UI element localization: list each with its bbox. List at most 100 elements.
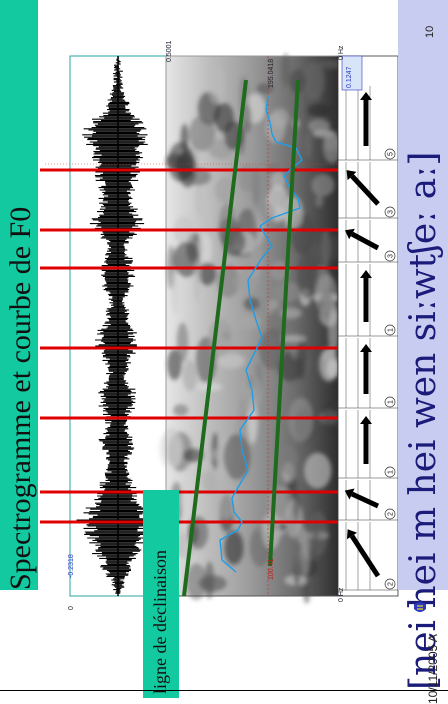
declination-line-bottom (268, 79, 300, 567)
spectro-blob (270, 108, 290, 129)
spectro-blob (297, 251, 319, 300)
spectro-blob (199, 468, 226, 490)
slide-title: Spectrogramme et courbe de F0 (4, 206, 37, 590)
tone-arrow-head (360, 270, 372, 278)
spectro-blob (328, 234, 340, 262)
spectro-blob (293, 478, 301, 524)
spectro-blob (294, 552, 307, 575)
spectro-blob (270, 171, 286, 191)
spectro-blob (173, 404, 189, 417)
declination-line-top (182, 79, 248, 597)
spectro-blob (182, 359, 197, 392)
spectro-zero-top-label: 0 Hz (338, 45, 345, 60)
slide-date: 10/11/2005 A (426, 634, 440, 704)
waveform-max-label: 0.5001 (166, 40, 173, 62)
spectro-top-label: 195.0418 (268, 58, 275, 88)
spectro-blob (224, 530, 244, 565)
tone-arrow-head (344, 488, 355, 500)
waveform-min-label: -0.2318 (68, 554, 75, 578)
spectro-blob (270, 260, 289, 281)
tone-arrow (350, 231, 380, 251)
spectro-blob (208, 65, 226, 104)
syllable-boundaries (40, 168, 338, 524)
spectro-blob (315, 194, 324, 208)
tone-arrow (349, 534, 381, 578)
tone-arrow-head (360, 92, 372, 100)
spectro-blob (185, 563, 207, 600)
tone-digit-circle (384, 324, 396, 336)
spectro-blob (322, 130, 342, 164)
waveform-zero-label: 0 (68, 606, 75, 610)
spectro-blob (203, 199, 212, 231)
spectro-blob (256, 83, 273, 94)
spectro-zero-bottom-label: 0 Hz (338, 587, 345, 602)
tone-digit-circle (384, 148, 396, 160)
spectro-blob (204, 561, 215, 599)
spectro-blob (279, 445, 298, 475)
spectro-blob (168, 142, 194, 182)
spectro-blob (232, 274, 259, 290)
tone-digit: 1 (388, 470, 395, 474)
spectro-blob (223, 434, 251, 480)
spectro-blob (158, 429, 183, 470)
tone-digit-circle (384, 578, 396, 590)
tone-digit: 3 (388, 254, 395, 258)
bottom-rule (0, 690, 448, 691)
spectro-blob (198, 233, 213, 266)
tone-digit-circle (384, 250, 396, 262)
spectro-blob (238, 164, 257, 193)
spectro-blob (217, 353, 246, 369)
tone-digit-circle (384, 508, 396, 520)
title-band (0, 0, 38, 590)
spectro-blob (194, 257, 201, 303)
spectro-blob (198, 262, 217, 286)
spectro-blob (176, 322, 189, 363)
declination-label: ligne de déclinaison (150, 550, 170, 694)
tone-cells: 5 3 3 1 1 1 2 2 (338, 86, 398, 591)
time-marker-box (341, 55, 363, 91)
time-end-label: 0.1247 (346, 66, 353, 88)
spectro-blob (195, 179, 203, 218)
spectro-blob (328, 309, 339, 356)
spectro-blob (281, 334, 307, 343)
spectro-blob (214, 479, 237, 521)
tone-arrow-head (344, 228, 355, 240)
tone-digit-circle (384, 396, 396, 408)
f0-curve (219, 95, 303, 573)
spectro-mid-label: 100.41 (268, 558, 275, 580)
page-number: 10 (424, 25, 436, 38)
hkbu-logo-icon (414, 602, 426, 612)
tone-arrow (350, 174, 380, 206)
spectro-blob (304, 452, 332, 489)
spectro-blob (167, 349, 183, 380)
tone-digit: 5 (388, 152, 395, 156)
tone-digit: 1 (388, 400, 395, 404)
spectro-blob (188, 115, 216, 152)
spectro-blob (307, 119, 331, 133)
ipa-band (398, 0, 448, 590)
spectro-blob (288, 397, 314, 443)
spectro-blob (312, 514, 320, 560)
tone-arrow-head (360, 416, 372, 424)
tone-arrow-head (346, 170, 357, 181)
tone-digit: 2 (388, 512, 395, 516)
tone-digit-circle (384, 206, 396, 218)
spectro-blob (304, 132, 312, 158)
spectro-blob (180, 488, 190, 512)
spectro-blob (319, 347, 339, 382)
tone-digit: 1 (388, 328, 395, 332)
spectro-blob (320, 229, 331, 268)
spectro-blob (303, 61, 325, 101)
spectro-blob (281, 53, 291, 87)
tone-arrow (350, 491, 380, 509)
tone-digit: 2 (388, 582, 395, 586)
tone-digit-circle (384, 466, 396, 478)
spectro-blob (183, 448, 204, 462)
tone-arrow-head (360, 344, 372, 352)
spectro-blob (237, 315, 262, 330)
spectro-blob (171, 270, 180, 314)
tone-arrow-head (346, 529, 358, 540)
spectro-blob (307, 103, 332, 118)
